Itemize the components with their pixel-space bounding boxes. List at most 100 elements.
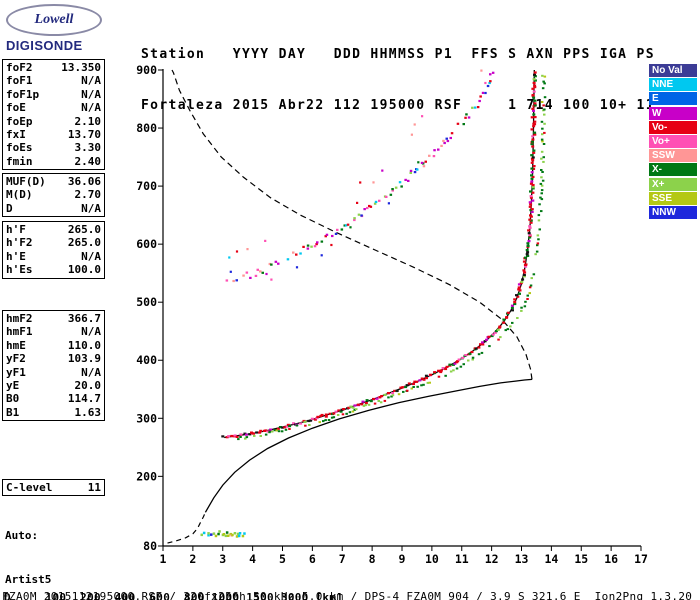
param-label: h'E [6,249,26,263]
param-value: 13.70 [67,128,101,142]
param-value: N/A [81,87,101,101]
auto-label: Auto: [5,529,39,542]
logo-digisonde-text: DIGISONDE [6,38,83,53]
param-row: yE 20.0 [6,379,101,392]
muf-table: D 100 200 400 600 800 1000 1500 3000 [km… [4,567,350,600]
param-row: B1 1.63 [6,406,101,419]
param-label: yF1 [6,365,26,379]
distance-row: D 100 200 400 600 800 1000 1500 3000 [km… [4,591,344,600]
svg-text:4: 4 [249,552,256,566]
param-value: 3.30 [74,141,102,155]
legend-item-e: E [649,92,697,106]
param-label: foEs [6,141,33,155]
param-label: C-level [6,481,53,494]
param-value: N/A [81,249,101,263]
param-label: B1 [6,405,20,419]
param-label: hmF2 [6,312,33,325]
artist-label: Artist5 [5,572,52,586]
param-value: N/A [81,201,101,215]
param-value: 265.0 [67,223,101,236]
direction-legend: No Val NNE E W Vo- Vo+ SSW X- X+ SSE NNW [649,64,697,220]
station-header: Station YYYY DAY DDD HHMMSS P1 FFS S AXN… [141,12,655,148]
param-row: h'F 265.0 [6,223,101,236]
legend-item-w: W [649,106,697,120]
ionogram-plot: 1 2 3 4 5 6 7 8 9 10 11 12 13 14 15 16 17900800700600500… [136,63,648,566]
svg-text:300: 300 [136,411,157,425]
param-value: 366.7 [67,312,101,325]
param-value: 265.0 [67,236,101,250]
param-group: foF2 13.350 foF1 N/A foF1p N/A foE N/A foEp 2.10 f… [2,59,105,171]
param-row: foF2 13.350 [6,61,101,74]
header-column-titles: Station YYYY DAY DDD HHMMSS P1 FFS S AXN… [141,47,655,62]
ionogram-plot-area: 1 2 3 4 5 6 7 8 9 10 11 12 13 14 15 16 17 900 800 700 600 500… [120,55,650,575]
param-value: 36.06 [67,175,101,188]
param-group: h'F 265.0 h'F2 265.0 h'E N/A h'Es 100.0 [2,221,105,279]
param-label: hmF1 [6,325,33,339]
param-label: foE [6,101,26,115]
svg-text:8: 8 [369,552,376,566]
param-value: 2.70 [74,188,102,202]
param-label: fmin [6,154,33,168]
svg-text:14: 14 [544,552,558,566]
svg-text:13: 13 [515,552,529,566]
param-label: M(D) [6,188,33,202]
param-row: foF1p N/A [6,88,101,101]
param-label: h'Es [6,263,33,277]
param-row: yF1 N/A [6,366,101,379]
svg-text:900: 900 [136,63,157,77]
svg-text:15: 15 [574,552,588,566]
svg-text:11: 11 [455,552,469,566]
svg-text:3: 3 [219,552,226,566]
legend-item-sse: SSE [649,191,697,205]
legend-item-nne: NNE [649,78,697,92]
param-row: foF1 N/A [6,74,101,87]
svg-text:800: 800 [136,121,157,135]
legend-item-nnw: NNW [649,205,697,219]
param-label: fxI [6,128,26,142]
param-value: 2.40 [74,154,102,168]
param-row: foEs 3.30 [6,141,101,154]
svg-text:9: 9 [399,552,406,566]
param-row: h'Es 100.0 [6,263,101,276]
param-row: fxI 13.70 [6,128,101,141]
file-info: FZA0M_2015112195000.RSF / 320fx256h 50 k… [2,590,693,600]
svg-text:17: 17 [634,552,648,566]
param-value: 110.0 [67,338,101,352]
svg-text:12: 12 [485,552,499,566]
legend-item-ssw: SSW [649,149,697,163]
param-label: hmE [6,338,26,352]
param-value: N/A [81,101,101,115]
param-row: foE N/A [6,101,101,114]
param-label: foF2 [6,61,33,74]
svg-text:16: 16 [604,552,618,566]
legend-item-x+: X+ [649,177,697,191]
param-value: 11 [87,481,101,494]
param-group: MUF(D) 36.06 M(D) 2.70 D N/A [2,173,105,218]
param-row: h'E N/A [6,250,101,263]
param-group: hmF2 366.7 hmF1 N/A hmE 110.0 yF2 103.9 yF1 N/A yE… [2,310,105,422]
param-label: yE [6,379,20,393]
svg-text:400: 400 [136,353,157,367]
legend-item-x-: X- [649,163,697,177]
svg-text:200: 200 [136,469,157,483]
param-value: 103.9 [67,352,101,366]
svg-text:700: 700 [136,179,157,193]
param-label: foF1p [6,87,40,101]
param-label: yF2 [6,352,26,366]
svg-text:7: 7 [339,552,346,566]
param-value: 2.10 [74,114,102,128]
param-value: N/A [81,365,101,379]
param-label: foEp [6,114,33,128]
param-row: fmin 2.40 [6,155,101,168]
lowell-digisonde-logo: Lowell DIGISONDE [6,4,116,53]
param-row: C-level 11 [6,481,101,494]
param-row: MUF(D) 36.06 [6,175,101,188]
param-group: C-level 11 [2,479,105,497]
autoscaling-info: Auto: Artist5 500200 [5,500,51,600]
param-value: 1.63 [74,405,102,419]
param-row: hmE 110.0 [6,339,101,352]
param-label: MUF(D) [6,175,46,188]
param-label: D [6,201,13,215]
svg-text:5: 5 [279,552,286,566]
svg-text:10: 10 [425,552,439,566]
